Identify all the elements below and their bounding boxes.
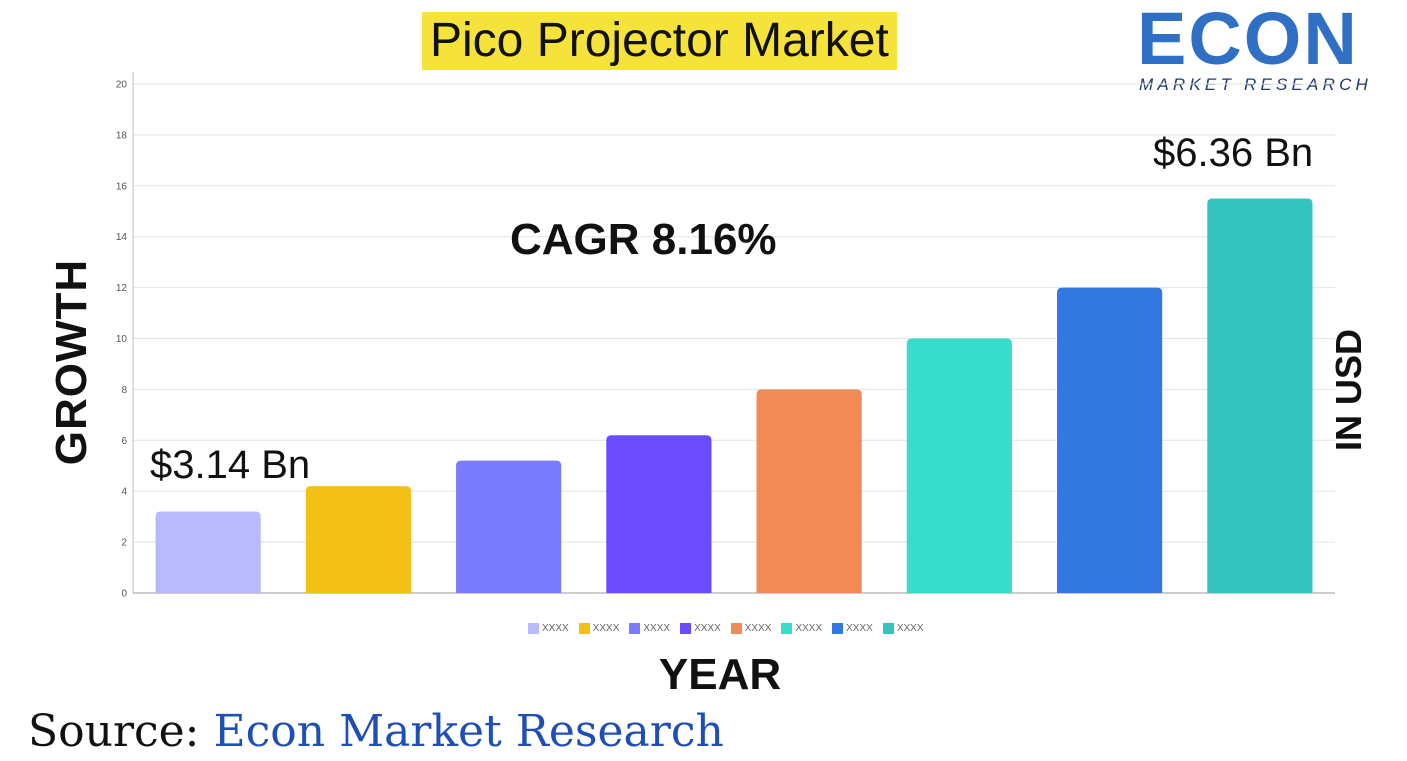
legend-swatch <box>882 623 894 634</box>
y-tick-label: 18 <box>116 130 128 141</box>
legend-label: XXXX <box>643 623 671 634</box>
legend-swatch <box>578 623 590 634</box>
legend-label: XXXX <box>744 623 772 634</box>
chart-legend: XXXX XXXX XXXX XXXX XXXX XXXX XXXX XXXX <box>528 623 924 634</box>
y-tick-label: 10 <box>116 334 128 345</box>
legend-label: XXXX <box>542 623 569 634</box>
legend-swatch <box>528 623 539 634</box>
legend-swatch <box>680 623 692 634</box>
y-tick-label: 2 <box>121 538 127 549</box>
y-tick-label: 14 <box>116 232 128 243</box>
legend-item: XXXX <box>629 623 670 634</box>
legend-label: XXXX <box>846 623 873 634</box>
bar <box>906 338 1012 593</box>
y-tick-label: 4 <box>121 487 127 498</box>
start-value-annotation: $3.14 Bn <box>150 443 311 487</box>
y-tick-label: 20 <box>116 80 128 91</box>
y-axis-label: GROWTH <box>47 258 96 466</box>
source-name: Econ Market Research <box>199 706 724 757</box>
y-tick-label: 6 <box>121 436 127 447</box>
chart-title: Pico Projector Market <box>422 12 897 70</box>
source-line: Source: Econ Market Research <box>28 706 724 757</box>
y-tick-label: 8 <box>121 385 127 396</box>
logo-wordmark: ECON <box>1137 0 1359 80</box>
legend-swatch <box>832 623 844 634</box>
legend-swatch <box>730 623 742 634</box>
right-axis-label: IN USD <box>1328 328 1369 452</box>
bar <box>456 460 562 593</box>
bar <box>305 486 411 593</box>
legend-swatch <box>629 623 641 634</box>
legend-label: XXXX <box>694 623 721 634</box>
legend-label: XXXX <box>592 623 620 634</box>
legend-item: XXXX <box>781 623 822 634</box>
y-tick-label: 12 <box>116 283 128 294</box>
legend-label: XXXX <box>896 623 924 634</box>
legend-swatch <box>781 623 793 634</box>
legend-label: XXXX <box>795 623 823 634</box>
legend-item: XXXX <box>578 623 620 634</box>
legend-item: XXXX <box>882 623 924 634</box>
end-value-annotation: $6.36 Bn <box>1153 131 1314 175</box>
legend-item: XXXX <box>730 623 772 634</box>
y-tick-label: 0 <box>121 589 127 600</box>
x-axis-label: YEAR <box>658 650 782 699</box>
bar <box>155 511 261 593</box>
source-prefix: Source: <box>28 706 200 757</box>
y-tick-label: 16 <box>116 181 128 192</box>
legend-item: XXXX <box>832 623 873 634</box>
bar <box>1057 287 1163 593</box>
bar <box>606 435 712 593</box>
legend-item: XXXX <box>528 623 569 634</box>
bar <box>756 389 862 593</box>
legend-item: XXXX <box>680 623 721 634</box>
cagr-annotation: CAGR 8.16% <box>510 215 777 264</box>
bar <box>1207 198 1313 593</box>
